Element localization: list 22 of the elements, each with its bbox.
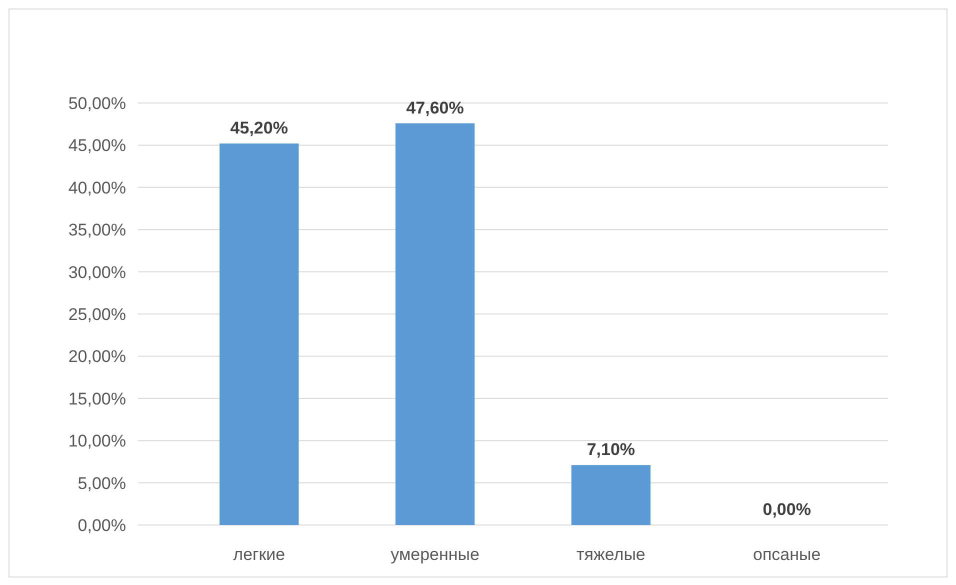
y-tick-label: 45,00% [68,136,126,156]
y-tick-label: 30,00% [68,262,126,282]
data-label: 7,10% [586,440,636,460]
x-tick-label: тяжелые [576,545,646,564]
y-tick-label: 15,00% [68,389,126,408]
bar [571,465,651,525]
y-tick-label: 0,00% [78,516,126,535]
bar [395,123,475,525]
y-tick-label: 35,00% [68,220,126,240]
data-label: 0,00% [762,500,811,519]
y-tick-label: 20,00% [68,347,126,366]
x-tick-label: умеренные [390,545,480,564]
data-label: 47,60% [406,98,464,118]
y-tick-label: 25,00% [68,304,126,324]
bar [220,144,299,525]
x-tick-label: опсаные [753,545,821,564]
data-label: 45,20% [230,118,288,138]
y-tick-label: 40,00% [68,178,126,198]
y-tick-label: 10,00% [68,432,126,451]
y-tick-label: 5,00% [78,474,126,493]
x-tick-label: легкие [233,545,286,564]
y-tick-label: 50,00% [68,94,126,113]
